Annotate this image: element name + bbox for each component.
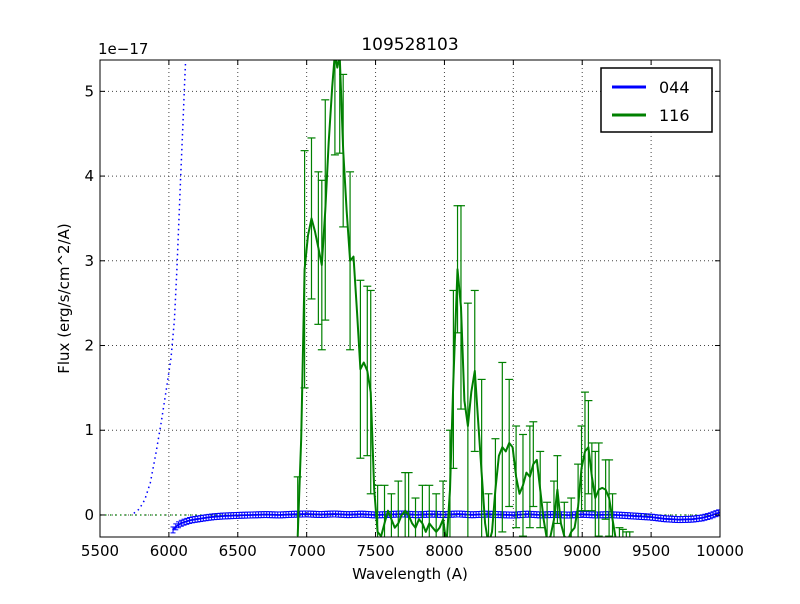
plot-area bbox=[100, 60, 720, 537]
legend-label: 116 bbox=[659, 106, 690, 125]
y-tick-label: 4 bbox=[84, 167, 94, 185]
x-tick-label: 8500 bbox=[494, 542, 532, 560]
legend-entry-116: 116 bbox=[612, 106, 690, 125]
y-tick-label: 1 bbox=[84, 421, 94, 439]
y-tick-label: 2 bbox=[84, 337, 94, 355]
axis-ticks bbox=[99, 60, 721, 537]
x-tick-label: 9000 bbox=[563, 542, 601, 560]
series-044-line bbox=[172, 511, 720, 531]
legend-entry-044: 044 bbox=[612, 78, 690, 97]
axes-frame bbox=[99, 59, 721, 538]
legend-label: 044 bbox=[659, 78, 690, 97]
x-tick-label: 7500 bbox=[356, 542, 394, 560]
legend-box bbox=[600, 67, 713, 133]
x-tick-label: 5500 bbox=[81, 542, 119, 560]
x-tick-label: 8000 bbox=[425, 542, 463, 560]
x-tick-label: 7000 bbox=[288, 542, 326, 560]
x-axis-label: Wavelength (A) bbox=[352, 565, 468, 583]
x-tick-label: 6500 bbox=[219, 542, 257, 560]
y-tick-label: 0 bbox=[84, 506, 94, 524]
y-tick-label: 3 bbox=[84, 252, 94, 270]
x-tick-label: 9500 bbox=[632, 542, 670, 560]
y-axis-offset-label: 1e−17 bbox=[98, 40, 148, 58]
x-tick-label: 6000 bbox=[150, 542, 188, 560]
y-tick-label: 5 bbox=[84, 82, 94, 100]
chart-title: 109528103 bbox=[361, 35, 458, 55]
series-116-line bbox=[296, 60, 617, 537]
y-axis-label: Flux (erg/s/cm^2/A) bbox=[55, 223, 73, 374]
x-tick-label: 10000 bbox=[696, 542, 744, 560]
series-044-noise-dotted-line bbox=[133, 60, 187, 514]
